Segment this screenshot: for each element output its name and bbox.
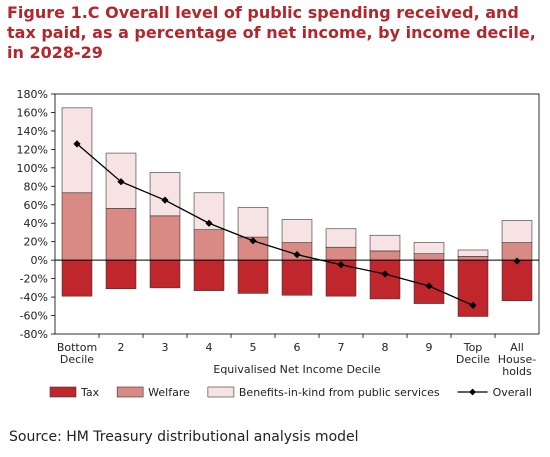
x-tick-label: Decile [60,353,94,366]
overall-point [337,261,345,269]
y-tick-label: 60% [24,199,48,212]
legend-label-benefits-in-kind: Benefits-in-kind from public services [239,386,440,399]
x-tick-label: All [510,341,524,354]
bar-welfare [325,246,357,261]
overall-point [249,237,257,245]
bar-benefits-in-kind [457,249,489,257]
bar-tax [369,259,401,300]
overall-point [425,282,433,290]
y-tick-label: 160% [17,106,48,119]
bar-welfare [105,208,137,261]
bar-welfare [149,215,181,261]
bar-welfare [369,250,401,261]
bar-tax [413,259,445,304]
bar-benefits-in-kind [501,220,533,243]
x-tick-label: Decile [456,353,490,366]
y-tick-label: 120% [17,143,48,156]
legend-label-overall: Overall [493,386,532,399]
y-tick-label: 0% [31,254,48,267]
plot-area-frame [54,93,540,335]
overall-point [293,251,301,259]
bar-benefits-in-kind [325,228,357,248]
x-tick-label: 9 [426,341,433,354]
legend-label-tax: Tax [80,386,100,399]
y-tick-label: -80% [20,328,48,341]
x-axis-label: Equivalised Net Income Decile [213,363,380,376]
x-tick-label: holds [502,365,532,378]
y-tick-label: 140% [17,125,48,138]
bar-tax [237,259,269,294]
legend-swatch-welfare [116,386,144,398]
stacked-bar-chart: -80% -60% -40% -20% 0% 20% 40% 60% 80% 100% 120% 14… [17,88,540,399]
bar-tax [61,259,93,297]
x-tick-label: 3 [162,341,169,354]
bar-welfare [193,229,225,261]
x-tick-label: Top [463,341,483,354]
overall-point [73,140,81,148]
overall-point [205,219,213,227]
bar-benefits-in-kind [413,242,445,254]
y-tick-label: 20% [24,236,48,249]
overall-point [381,270,389,278]
bar-benefits-in-kind [61,107,93,194]
y-tick-label: 40% [24,217,48,230]
bar-benefits-in-kind [237,207,269,238]
y-tick-label: -60% [20,310,48,323]
legend-label-welfare: Welfare [148,386,190,399]
x-tick-label: 6 [294,341,301,354]
overall-point [469,301,477,309]
bar-tax [501,259,533,302]
overall-point [161,196,169,204]
bar-benefits-in-kind [369,234,401,252]
overall-point [117,178,125,186]
y-tick-label: -20% [20,273,48,286]
bar-tax [193,259,225,291]
y-tick-label: 100% [17,162,48,175]
bar-tax [149,259,181,289]
bar-welfare [413,253,445,261]
y-tick-label: -40% [20,291,48,304]
x-tick-label: Bottom [57,341,97,354]
bar-tax [105,259,137,290]
bar-benefits-in-kind [149,172,181,217]
x-tick-label: 4 [206,341,213,354]
x-tick-label: 2 [118,341,125,354]
source-note: Source: HM Treasury distributional analy… [9,429,359,445]
x-tick-label: 7 [338,341,345,354]
bar-tax [281,259,313,296]
y-tick-label: 80% [24,180,48,193]
legend-swatch-tax [49,386,77,398]
overall-line [76,143,474,306]
x-tick-label: 8 [382,341,389,354]
bar-welfare [457,256,489,261]
overall-point [513,257,521,265]
legend-marker-overall [469,388,476,396]
y-tick-label: 180% [17,88,48,101]
bar-welfare [61,192,93,261]
legend-swatch-benefits-in-kind [207,386,235,398]
bar-benefits-in-kind [281,219,313,243]
x-tick-label: House- [498,353,536,366]
chart-title: Figure 1.C Overall level of public spend… [7,3,536,62]
x-tick-label: 5 [250,341,257,354]
